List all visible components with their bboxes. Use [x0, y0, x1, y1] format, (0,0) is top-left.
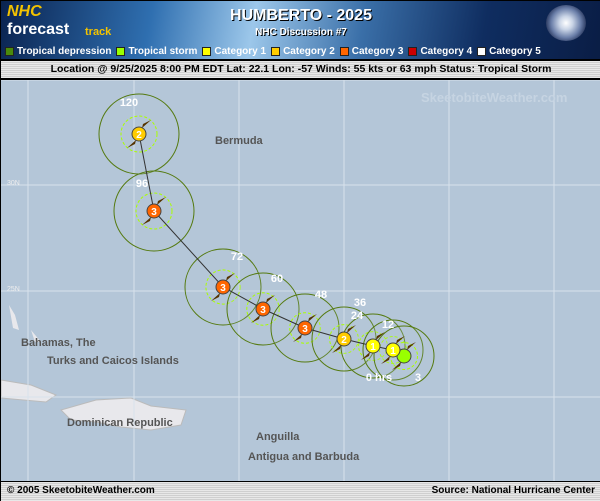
category-number: 3: [151, 207, 157, 218]
forecast-hour-label: 24: [351, 310, 364, 322]
storm-marker: [336, 331, 352, 347]
category-number: 2: [136, 130, 142, 141]
place-anguilla: Anguilla: [256, 431, 300, 443]
legend-swatch: [408, 46, 418, 56]
legend-label: Category 3: [351, 45, 404, 57]
logo-nhc: NHC: [7, 3, 42, 20]
place-dominican-republic: Dominican Republic: [67, 417, 173, 429]
header-banner: NHC forecast track HUMBERTO - 2025 NHC D…: [1, 1, 600, 59]
track-point-36[interactable]: 2 36: [332, 297, 366, 353]
wind-radius-circle: [120, 115, 158, 153]
storm-marker: [385, 342, 401, 358]
wind-radius-circle: [205, 269, 241, 305]
category-number: 3: [302, 324, 308, 335]
legend-swatch: [477, 46, 487, 56]
legend-item: Category 3: [339, 45, 404, 57]
legend-label: Category 2: [283, 45, 335, 57]
legend-swatch: [271, 46, 281, 56]
footer-bar: © 2005 SkeetobiteWeather.com Source: Nat…: [1, 481, 600, 501]
category-number: 1: [390, 346, 396, 357]
forecast-hour-label: 12: [382, 319, 394, 331]
track-point-24[interactable]: 1 24: [351, 310, 385, 360]
track-point-120[interactable]: 2 120: [120, 97, 151, 148]
legend-swatch: [5, 46, 14, 56]
logo-track: track: [85, 26, 112, 38]
legend-label: Tropical storm: [128, 45, 198, 57]
category-legend: Tropical depression Tropical storm Categor…: [1, 43, 600, 59]
legend-label: Category 5: [489, 45, 541, 57]
place-bermuda: Bermuda: [215, 135, 263, 147]
land-bahamas: [9, 305, 41, 342]
forecast-hour-label: 36: [354, 297, 366, 309]
legend-label: Category 4: [420, 45, 473, 57]
forecast-hour-label: 48: [315, 289, 327, 301]
wind-radius-circle: [135, 192, 173, 230]
legend-swatch: [339, 46, 349, 56]
forecast-hour-label: 120: [120, 97, 138, 109]
place-bahamas: Bahamas, The: [21, 337, 96, 349]
legend-item: Category 1: [202, 46, 266, 57]
forecast-hour-label: 96: [136, 178, 148, 190]
storm-marker: [131, 126, 147, 142]
track-point-60[interactable]: 3 60: [251, 273, 283, 323]
legend-label: Tropical depression: [17, 45, 112, 57]
legend-item: Category 2: [271, 46, 335, 57]
forecast-hour-label: 72: [231, 251, 243, 263]
lat-label-25n: 25N: [7, 286, 20, 293]
hurricane-satellite-icon: [546, 5, 586, 41]
source-text: Source: National Hurricane Center: [431, 485, 595, 496]
category-number: 3: [260, 305, 266, 316]
storm-marker: [297, 320, 313, 336]
legend-item: Tropical depression: [5, 46, 111, 57]
wind-radius-circle: [289, 312, 321, 344]
lat-label-30n: 30N: [7, 180, 20, 187]
legend-item: Category 4: [408, 46, 472, 57]
wind-radius-circle: [246, 292, 280, 326]
extra-hour-label: 3: [415, 372, 421, 384]
place-turks-caicos: Turks and Caicos Islands: [47, 355, 179, 367]
discussion-subtitle: NHC Discussion #7: [255, 27, 347, 38]
copyright-text: © 2005 SkeetobiteWeather.com: [7, 485, 155, 496]
location-status-bar: Location @ 9/25/2025 8:00 PM EDT Lat: 22…: [1, 60, 600, 79]
legend-swatch: [116, 46, 126, 56]
legend-label: Category 1: [214, 45, 267, 57]
place-antigua-barbuda: Antigua and Barbuda: [248, 451, 360, 463]
legend-item: Category 5: [477, 46, 541, 57]
category-number: 2: [341, 335, 347, 346]
category-number: 1: [370, 342, 376, 353]
storm-marker: [146, 203, 162, 219]
storm-marker: [215, 279, 231, 295]
storm-marker: [255, 301, 271, 317]
track-point-72[interactable]: 3 72: [211, 251, 243, 301]
map-area: SkeetobiteWeather.com 0 hrs 1 12 1 24 2 36 3 48 3 6…: [1, 80, 600, 481]
forecast-hour-label: 60: [271, 273, 283, 285]
track-point-12[interactable]: 1 12: [381, 319, 405, 364]
map-canvas: SkeetobiteWeather.com 0 hrs 1 12 1 24 2 36 3 48 3 6…: [1, 80, 600, 481]
storm-title: HUMBERTO - 2025: [230, 7, 372, 24]
storm-marker: [365, 338, 381, 354]
track-point-96[interactable]: 3 96: [136, 178, 166, 225]
legend-swatch: [202, 46, 212, 56]
watermark-text: SkeetobiteWeather.com: [421, 90, 567, 105]
logo-forecast: forecast: [7, 21, 70, 38]
forecast-hour-label: 0 hrs: [366, 372, 392, 384]
track-point-48[interactable]: 3 48: [293, 289, 327, 342]
legend-item: Tropical storm: [116, 46, 197, 57]
category-number: 3: [220, 283, 226, 294]
land-hispaniola: [60, 397, 187, 431]
wind-radius-circle: [329, 324, 359, 354]
